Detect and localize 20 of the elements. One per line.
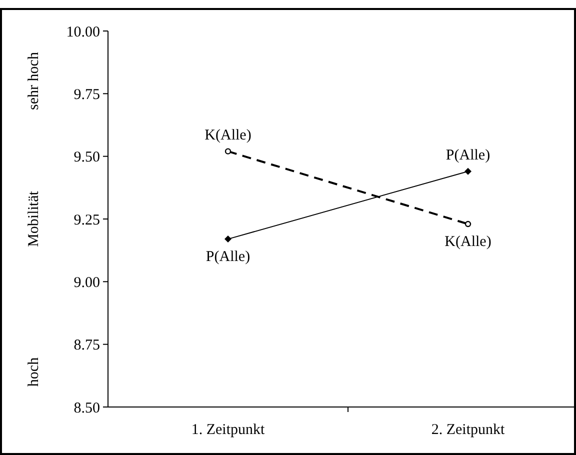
- point: [224, 148, 232, 154]
- point: [224, 236, 232, 243]
- series-label: K(Alle): [204, 127, 252, 144]
- x-tick-label: 2. Zeitpunkt: [431, 422, 506, 438]
- text: K(Alle): [444, 234, 492, 250]
- text: sehr hoch: [26, 52, 42, 110]
- y-tick-label: 9.00: [74, 274, 100, 291]
- y-tick-label: 10.00: [66, 24, 100, 40]
- y-tick-label: 8.75: [74, 338, 100, 354]
- text: P(Alle): [206, 249, 250, 266]
- x-tick-label: 1. Zeitpunkt: [191, 422, 266, 438]
- point: [464, 220, 472, 228]
- text: hoch: [26, 356, 42, 387]
- y-tick-label: 9.50: [74, 150, 100, 166]
- y-tick-label: 9.75: [74, 86, 100, 103]
- y-tick-label: 9.25: [74, 212, 100, 228]
- point: [464, 168, 472, 175]
- y-axis-title: Mobilität: [26, 190, 42, 247]
- y-tick-label: 8.50: [74, 400, 100, 416]
- series-label: P(Alle): [446, 147, 490, 164]
